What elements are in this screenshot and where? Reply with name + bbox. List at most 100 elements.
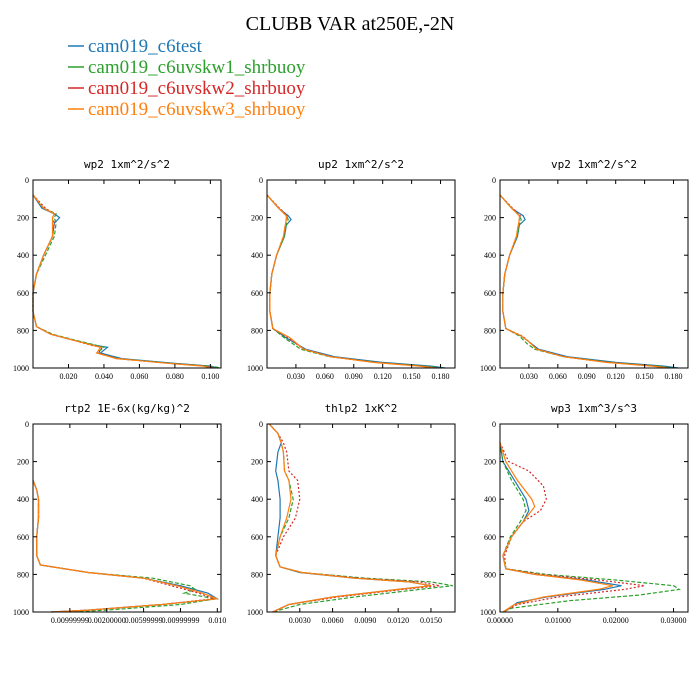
legend-label: cam019_c6uvskw3_shrbuoy xyxy=(88,99,306,120)
x-tick-label: 0.030 xyxy=(287,372,305,381)
y-tick-label: 200 xyxy=(251,214,263,223)
x-tick-label: 0.090 xyxy=(578,372,596,381)
y-tick-label: 800 xyxy=(17,570,29,579)
x-tick-label: 0.01000 xyxy=(545,616,571,625)
chart-panel: up2 1xm^2/s^2 0 200 400 600 800 1000 0.030 0.060… xyxy=(247,158,456,381)
plot-frame xyxy=(32,179,222,369)
series-line xyxy=(268,423,440,613)
y-tick-label: 600 xyxy=(251,289,263,298)
x-tick-label: 0.02000 xyxy=(603,616,629,625)
y-tick-label: 600 xyxy=(484,289,496,298)
y-tick-label: 0 xyxy=(25,420,29,429)
series-line xyxy=(268,423,453,613)
x-tick-label: 0.060 xyxy=(130,372,148,381)
y-tick-label: 1000 xyxy=(13,364,29,373)
y-tick-label: 400 xyxy=(484,251,496,260)
x-tick-label: 0.0030 xyxy=(289,616,311,625)
panel-title: wp2 1xm^2/s^2 xyxy=(84,158,170,171)
series-line xyxy=(32,480,216,613)
series-line xyxy=(268,423,432,613)
plot-frame xyxy=(266,179,456,369)
panel-title: thlp2 1xK^2 xyxy=(325,402,398,415)
y-tick-label: 200 xyxy=(484,214,496,223)
x-tick-label: 0.0150 xyxy=(420,616,442,625)
panel-title: up2 1xm^2/s^2 xyxy=(318,158,404,171)
x-tick-label: 0.020 xyxy=(59,372,77,381)
y-tick-label: 1000 xyxy=(480,364,496,373)
x-tick-label: 0.03000 xyxy=(661,616,687,625)
series-line xyxy=(499,194,674,369)
x-tick-label: 0.080 xyxy=(166,372,184,381)
x-tick-label: 0.060 xyxy=(316,372,334,381)
panel-title: vp2 1xm^2/s^2 xyxy=(551,158,637,171)
series-line xyxy=(32,480,220,613)
y-tick-label: 600 xyxy=(251,533,263,542)
x-tick-label: 0.0090 xyxy=(354,616,376,625)
x-tick-label: 0.00999999 xyxy=(51,616,89,625)
y-tick-label: 200 xyxy=(17,458,29,467)
y-tick-label: 200 xyxy=(484,458,496,467)
x-tick-label: 0.00000 xyxy=(487,616,513,625)
chart-panel: vp2 1xm^2/s^2 0 200 400 600 800 1000 0.030 0.060… xyxy=(480,158,689,381)
x-tick-label: 0.060 xyxy=(549,372,567,381)
y-tick-label: 800 xyxy=(484,570,496,579)
x-tick-label: 0.030 xyxy=(520,372,538,381)
x-tick-label: 0.00200000 xyxy=(88,616,126,625)
y-tick-label: 800 xyxy=(17,326,29,335)
x-tick-label: 0.150 xyxy=(403,372,421,381)
x-tick-label: 0.00599999 xyxy=(125,616,163,625)
series-line xyxy=(32,480,218,613)
series-line xyxy=(32,194,215,369)
y-tick-label: 800 xyxy=(251,326,263,335)
x-tick-label: 0.010 xyxy=(208,616,226,625)
series-line xyxy=(499,442,645,613)
series-line xyxy=(266,194,435,369)
series-line xyxy=(499,442,613,613)
y-tick-label: 0 xyxy=(492,176,496,185)
y-tick-label: 0 xyxy=(259,420,263,429)
series-line xyxy=(32,194,211,369)
y-tick-label: 400 xyxy=(251,251,263,260)
y-tick-label: 200 xyxy=(17,214,29,223)
y-tick-label: 800 xyxy=(484,326,496,335)
chart-panel: wp2 1xm^2/s^2 0 200 400 600 800 1000 0.020 0.040… xyxy=(13,158,222,381)
y-tick-label: 600 xyxy=(17,289,29,298)
y-tick-label: 0 xyxy=(25,176,29,185)
y-tick-label: 0 xyxy=(492,420,496,429)
y-tick-label: 1000 xyxy=(247,364,263,373)
x-tick-label: 0.100 xyxy=(201,372,219,381)
y-tick-label: 1000 xyxy=(13,608,29,617)
y-tick-label: 400 xyxy=(484,495,496,504)
legend-label: cam019_c6uvskw1_shrbuoy xyxy=(88,57,306,78)
y-tick-label: 400 xyxy=(251,495,263,504)
x-tick-label: 0.120 xyxy=(607,372,625,381)
x-tick-label: 0.180 xyxy=(432,372,450,381)
y-tick-label: 400 xyxy=(17,251,29,260)
plot-frame xyxy=(32,423,222,613)
series-line xyxy=(499,442,681,613)
plot-frame xyxy=(499,179,689,369)
x-tick-label: 0.090 xyxy=(345,372,363,381)
x-tick-label: 0.040 xyxy=(95,372,113,381)
x-tick-label: 0.180 xyxy=(665,372,683,381)
chart-panel: rtp2 1E-6x(kg/kg)^2 0 200 400 600 800 1000 0.00… xyxy=(13,402,226,625)
series-line xyxy=(499,194,668,369)
y-tick-label: 800 xyxy=(251,570,263,579)
panel-title: rtp2 1E-6x(kg/kg)^2 xyxy=(64,402,190,415)
y-tick-label: 1000 xyxy=(480,608,496,617)
x-tick-label: 0.00999999 xyxy=(161,616,199,625)
x-tick-label: 0.0060 xyxy=(322,616,344,625)
series-line xyxy=(268,423,432,613)
series-line xyxy=(32,194,218,369)
plot-frame xyxy=(499,423,689,613)
chart-panel: thlp2 1xK^2 0 200 400 600 800 1000 0.0030 0.0060… xyxy=(247,402,456,625)
panels-grid: wp2 1xm^2/s^2 0 200 400 600 800 1000 0.020 0.040… xyxy=(13,158,689,625)
series-line xyxy=(32,194,222,369)
figure-title: CLUBB VAR at250E,-2N xyxy=(246,13,455,35)
x-tick-label: 0.0120 xyxy=(387,616,409,625)
y-tick-label: 600 xyxy=(17,533,29,542)
panel-title: wp3 1xm^3/s^3 xyxy=(551,402,637,415)
y-tick-label: 1000 xyxy=(247,608,263,617)
